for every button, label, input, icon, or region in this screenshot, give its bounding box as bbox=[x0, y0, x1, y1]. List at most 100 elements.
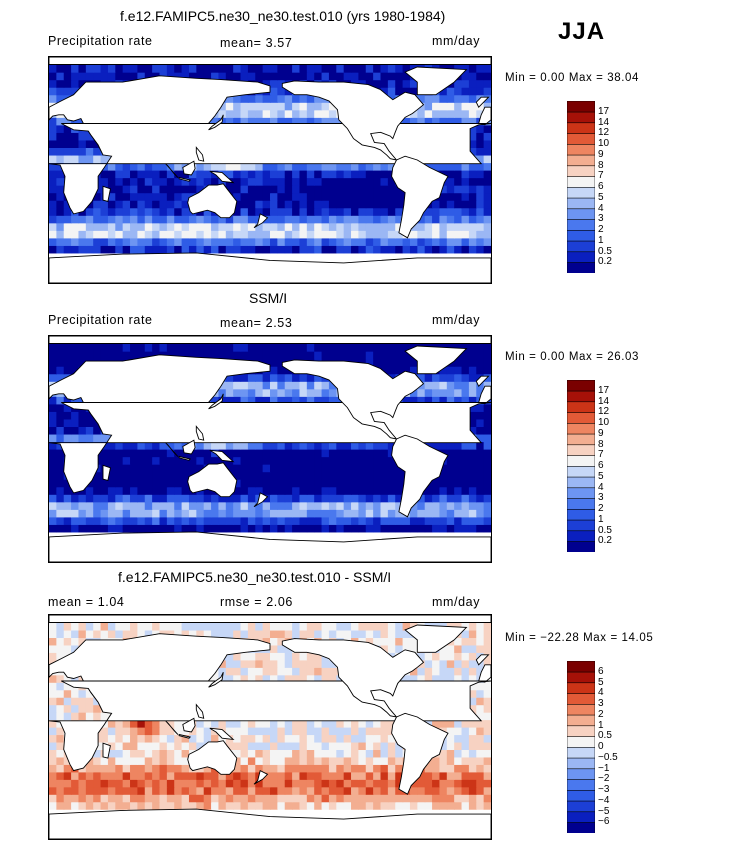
map-cell bbox=[270, 734, 278, 743]
map-cell bbox=[255, 72, 264, 81]
map-cell bbox=[402, 351, 411, 360]
map-cell bbox=[365, 358, 374, 367]
map-cell bbox=[439, 494, 448, 503]
map-cell bbox=[122, 486, 131, 495]
map-cell bbox=[314, 727, 323, 736]
map-cell bbox=[225, 509, 234, 518]
map-cell bbox=[483, 230, 491, 239]
land-mask bbox=[209, 170, 235, 184]
map-cell bbox=[122, 756, 131, 765]
map-cell bbox=[122, 629, 131, 638]
map-cell bbox=[277, 516, 286, 525]
map-cell bbox=[71, 433, 80, 443]
map-cell bbox=[122, 162, 131, 171]
map-cell bbox=[270, 659, 278, 668]
map-cell bbox=[483, 366, 491, 375]
map-cell bbox=[358, 501, 367, 510]
map-cell bbox=[130, 524, 138, 533]
map-cell bbox=[277, 727, 286, 736]
map-cell bbox=[159, 177, 168, 186]
map-cell bbox=[387, 741, 396, 750]
map-cell bbox=[395, 756, 404, 765]
map-cell bbox=[336, 72, 345, 81]
map-cell bbox=[49, 464, 57, 473]
map-cell bbox=[284, 794, 293, 803]
map-cell bbox=[166, 215, 175, 224]
panel-2-mean-label: mean= 2.53 bbox=[220, 316, 293, 330]
map-cell bbox=[56, 79, 65, 88]
colorbar-tick-label: −1 bbox=[598, 762, 610, 774]
map-cell bbox=[284, 109, 293, 118]
map-cell bbox=[328, 388, 337, 397]
map-cell bbox=[439, 659, 448, 668]
map-cell bbox=[358, 456, 367, 465]
map-cell bbox=[233, 479, 242, 488]
map-cell bbox=[100, 779, 109, 788]
map-cell bbox=[483, 245, 491, 254]
map-cell bbox=[454, 185, 463, 194]
map-cell bbox=[255, 222, 264, 231]
map-cell bbox=[144, 509, 153, 518]
map-cell bbox=[174, 779, 183, 788]
map-cell bbox=[284, 741, 293, 750]
map-cell bbox=[93, 509, 102, 518]
map-cell bbox=[270, 79, 278, 88]
map-cell bbox=[49, 245, 57, 254]
map-cell bbox=[233, 524, 242, 533]
map-cell bbox=[262, 358, 271, 367]
map-cell bbox=[225, 230, 234, 239]
map-cell bbox=[218, 794, 227, 803]
map-cell bbox=[181, 779, 190, 788]
map-cell bbox=[211, 771, 220, 780]
map-cell bbox=[203, 207, 212, 216]
panel-2-units-label: mm/day bbox=[432, 313, 481, 327]
map-cell bbox=[358, 779, 367, 788]
map-cell bbox=[240, 494, 249, 503]
map-cell bbox=[299, 756, 308, 765]
map-cell bbox=[247, 674, 256, 683]
map-cell bbox=[483, 358, 491, 367]
map-cell bbox=[432, 764, 441, 773]
map-cell bbox=[409, 109, 418, 118]
map-cell bbox=[328, 237, 337, 246]
map-cell bbox=[328, 524, 337, 533]
map-cell bbox=[373, 471, 382, 480]
map-cell bbox=[63, 215, 72, 224]
map-cell bbox=[137, 200, 146, 209]
map-cell bbox=[152, 516, 161, 525]
colorbar-tick-label: −0.5 bbox=[598, 751, 618, 763]
map-cell bbox=[395, 479, 404, 488]
map-cell bbox=[387, 629, 396, 638]
map-cell bbox=[49, 516, 57, 525]
map-cell bbox=[461, 674, 470, 683]
map-cell bbox=[314, 494, 323, 503]
map-cell bbox=[203, 177, 212, 186]
map-cell bbox=[328, 215, 337, 224]
map-cell bbox=[299, 117, 308, 126]
colorbar-box bbox=[566, 519, 596, 532]
map-cell bbox=[306, 509, 315, 518]
map-cell bbox=[483, 418, 491, 427]
land-mask bbox=[49, 57, 491, 65]
map-cell bbox=[432, 396, 441, 405]
map-cell bbox=[284, 200, 293, 209]
map-cell bbox=[93, 154, 102, 164]
map-cell bbox=[130, 486, 138, 495]
map-cell bbox=[130, 185, 138, 194]
map-cell bbox=[107, 741, 116, 750]
map-cell bbox=[432, 102, 441, 111]
map-cell bbox=[454, 524, 463, 533]
map-cell bbox=[306, 200, 315, 209]
map-cell bbox=[137, 749, 146, 758]
map-cell bbox=[240, 373, 249, 382]
map-cell bbox=[446, 366, 455, 375]
map-cell bbox=[387, 719, 396, 728]
map-cell bbox=[328, 192, 337, 201]
map-cell bbox=[284, 622, 293, 631]
map-cell bbox=[439, 794, 448, 803]
map-cell bbox=[284, 162, 293, 171]
colorbar-box bbox=[566, 682, 596, 694]
land-mask bbox=[182, 439, 196, 455]
colorbar-box bbox=[566, 175, 596, 188]
map-cell bbox=[49, 779, 57, 788]
